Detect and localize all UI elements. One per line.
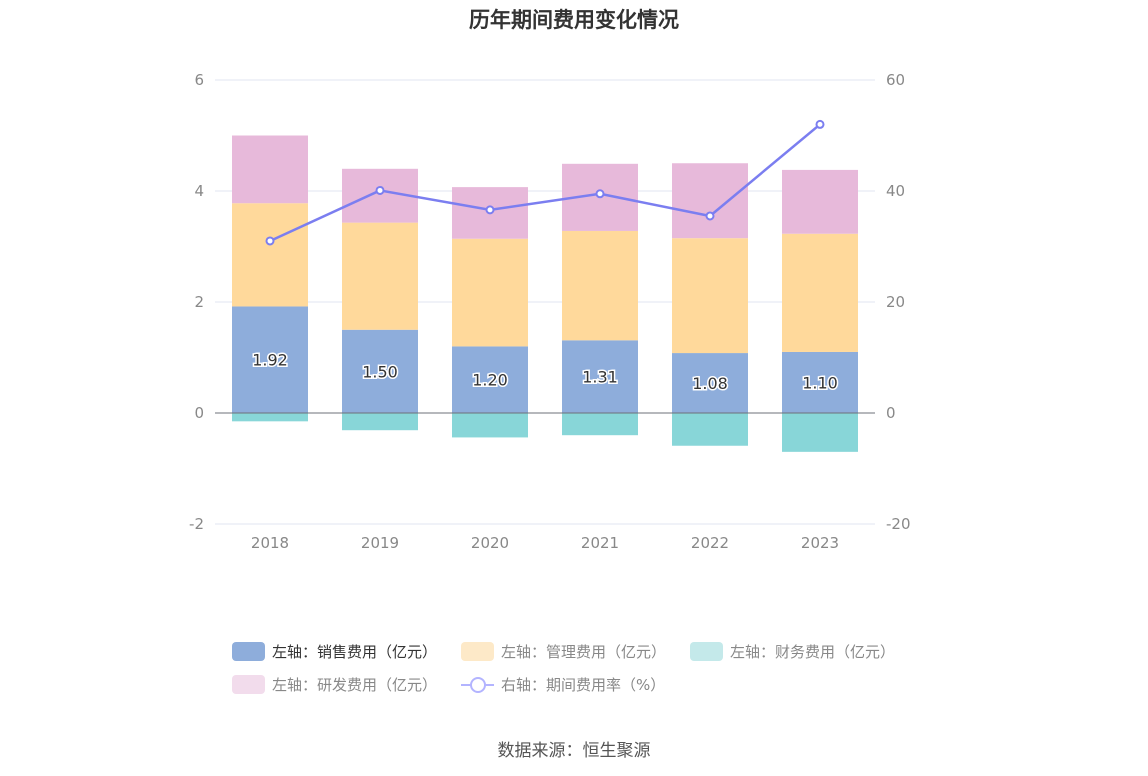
bar-sales-2019[interactable] (342, 329, 418, 413)
bar-admin-2022[interactable] (672, 238, 748, 354)
legend-label-admin: 左轴：管理费用（亿元） (501, 642, 667, 661)
bar-admin-2023[interactable] (782, 233, 858, 352)
legend-swatch-sales (232, 641, 265, 661)
legend-row-1: 左轴：销售费用（亿元） 左轴：管理费用（亿元） 左轴：财务费用（亿元） (232, 640, 932, 662)
expense-ratio-point-2022[interactable] (705, 211, 715, 221)
legend-item-sales[interactable]: 左轴：销售费用（亿元） (232, 641, 437, 662)
source-note: 数据来源：恒生聚源 (497, 741, 651, 761)
x-axis-tick-label: 2022 (691, 534, 729, 552)
bar-data-label: 1.20 (472, 371, 508, 390)
x-axis-tick-label: 2019 (361, 534, 399, 552)
right-axis-tick-label: 0 (886, 404, 896, 422)
left-axis-tick-label: 2 (194, 293, 204, 311)
bar-admin-2019[interactable] (342, 222, 418, 330)
bar-rnd-2023[interactable] (782, 169, 858, 234)
legend-label-finance: 左轴：财务费用（亿元） (730, 642, 896, 661)
legend-row-2: 左轴：研发费用（亿元） 右轴：期间费用率（%） (232, 673, 932, 695)
bar-data-label: 1.31 (582, 368, 618, 387)
legend-item-admin[interactable]: 左轴：管理费用（亿元） (461, 641, 666, 662)
expense-ratio-line (269, 123, 821, 243)
bar-admin-2021[interactable] (562, 230, 638, 341)
expense-ratio-point-2021[interactable] (595, 189, 605, 199)
right-axis-tick-label: 40 (886, 182, 905, 200)
bar-sales-2022[interactable] (672, 353, 748, 413)
right-axis-tick-label: 60 (886, 71, 905, 89)
legend-label-rnd: 左轴：研发费用（亿元） (272, 675, 438, 694)
bar-finance-2023[interactable] (782, 413, 858, 452)
left-axis-tick-label: -2 (189, 515, 204, 533)
right-axis-tick-label: 20 (886, 293, 905, 311)
bar-admin-2018[interactable] (232, 203, 308, 307)
legend-item-finance[interactable]: 左轴：财务费用（亿元） (690, 641, 895, 662)
bar-finance-2022[interactable] (672, 413, 748, 446)
bar-sales-2020[interactable] (452, 346, 528, 413)
x-axis-tick-label: 2020 (471, 534, 509, 552)
left-axis-tick-label: 6 (194, 71, 204, 89)
bar-finance-2018[interactable] (232, 413, 308, 422)
expense-ratio-point-2018[interactable] (265, 236, 275, 246)
bar-sales-2018[interactable] (232, 306, 308, 413)
legend-swatch-admin (461, 641, 495, 661)
bar-admin-2020[interactable] (452, 238, 528, 347)
legend-swatch-rnd (232, 674, 265, 694)
bar-rnd-2022[interactable] (672, 163, 748, 239)
bar-sales-2021[interactable] (562, 340, 638, 413)
bar-rnd-2018[interactable] (232, 135, 308, 204)
legend: 左轴：销售费用（亿元） 左轴：管理费用（亿元） 左轴：财务费用（亿元） 左轴：研… (232, 640, 932, 706)
bar-data-label: 1.50 (362, 362, 398, 381)
bar-sales-2023[interactable] (782, 351, 858, 413)
x-axis-tick-label: 2023 (801, 534, 839, 552)
legend-label-sales: 左轴：销售费用（亿元） (272, 642, 438, 661)
chart-title: 历年期间费用变化情况 (469, 8, 679, 32)
expense-ratio-point-2019[interactable] (375, 185, 385, 195)
bar-finance-2019[interactable] (342, 413, 418, 431)
left-axis-tick-label: 4 (194, 182, 204, 200)
left-axis-tick-label: 0 (194, 404, 204, 422)
bar-data-label: 1.08 (692, 374, 728, 393)
x-axis-tick-label: 2021 (581, 534, 619, 552)
legend-item-rnd[interactable]: 左轴：研发费用（亿元） (232, 674, 437, 695)
bar-finance-2020[interactable] (452, 413, 528, 438)
legend-label-expense-ratio: 右轴：期间费用率（%） (501, 675, 666, 694)
x-axis-tick-label: 2018 (251, 534, 289, 552)
bar-data-label: 1.92 (252, 351, 288, 370)
legend-swatch-finance (690, 641, 724, 661)
right-axis-tick-label: -20 (886, 515, 911, 533)
expense-ratio-point-2023[interactable] (815, 119, 825, 129)
bar-finance-2021[interactable] (562, 413, 638, 436)
legend-line-icon (461, 675, 495, 694)
legend-item-expense-ratio[interactable]: 右轴：期间费用率（%） (461, 674, 665, 695)
bar-data-label: 1.10 (802, 373, 838, 392)
expense-ratio-point-2020[interactable] (485, 205, 495, 215)
